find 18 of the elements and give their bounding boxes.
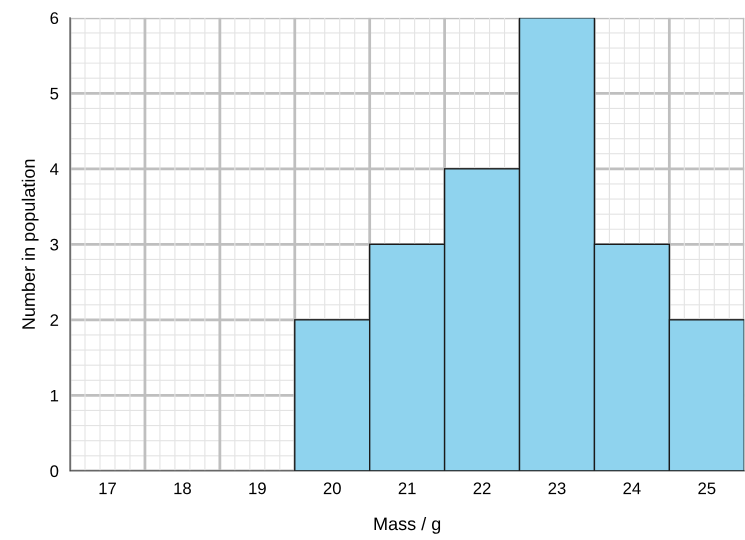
- y-tick-label: 4: [50, 163, 58, 175]
- y-tick-label: 0: [50, 465, 58, 478]
- x-tick-label: 19: [249, 482, 266, 494]
- x-tick-label: 18: [174, 482, 191, 494]
- x-tick-label: 24: [623, 482, 641, 494]
- y-tick-label: 3: [50, 238, 58, 251]
- x-axis-title: Mass / g: [374, 516, 440, 534]
- x-tick-label: 22: [474, 482, 490, 494]
- x-tick-label: 21: [398, 482, 416, 494]
- y-tick-label: 6: [50, 12, 58, 24]
- x-tick-label: 20: [324, 482, 341, 494]
- y-tick-label: 5: [50, 88, 58, 100]
- x-tick-label: 25: [698, 482, 716, 494]
- y-tick-label: 1: [50, 390, 58, 402]
- y-axis-title: Number in population: [22, 160, 39, 329]
- y-tick-label: 2: [50, 314, 58, 326]
- x-tick-label: 23: [548, 482, 566, 494]
- x-tick-label: 17: [99, 482, 116, 494]
